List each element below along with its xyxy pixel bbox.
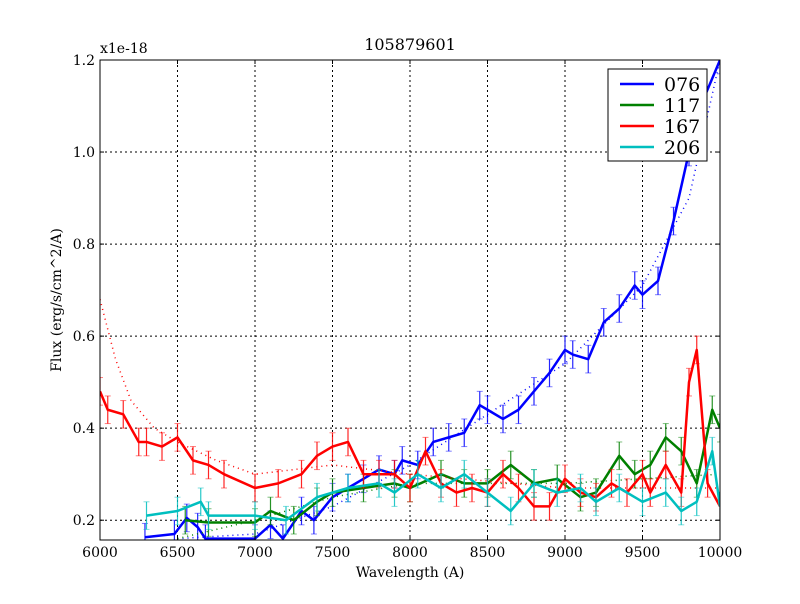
series-line-076 (144, 60, 720, 540)
fit-line-117 (177, 473, 720, 540)
x-tick-label: 8000 (392, 545, 428, 561)
x-tick-label: 8500 (470, 545, 506, 561)
series-167 (100, 299, 720, 521)
x-tick-label: 6500 (160, 545, 196, 561)
x-tick-label: 7000 (237, 545, 273, 561)
x-tick-label: 6000 (82, 545, 118, 561)
x-tick-label: 7500 (315, 545, 351, 561)
y-tick-label: 1.2 (73, 53, 95, 69)
legend-label-206: 206 (664, 137, 700, 159)
legend-label-117: 117 (664, 95, 700, 117)
series-line-206 (146, 449, 720, 522)
x-tick-label: 9000 (547, 545, 583, 561)
ticks: 6000 6500 7000 7500 8000 8500 9000 9500 10000 0.2… (73, 53, 743, 561)
series-206 (143, 436, 720, 535)
x-axis-label: Wavelength (A) (356, 565, 465, 581)
y-tick-label: 0.8 (73, 237, 95, 253)
series-line-117 (185, 408, 720, 524)
offset-text: x1e-18 (100, 41, 148, 57)
x-tick-label: 9500 (625, 545, 661, 561)
y-axis-label: Flux (erg/s/cm^2/A) (49, 228, 65, 372)
x-tick-label: 10000 (698, 545, 743, 561)
plot-area (100, 60, 720, 540)
y-tick-label: 0.4 (73, 421, 95, 437)
chart-title: 105879601 (364, 35, 456, 54)
legend-label-167: 167 (664, 116, 700, 138)
y-tick-label: 0.2 (73, 513, 95, 529)
series-line-167 (100, 348, 720, 508)
legend-label-076: 076 (664, 74, 700, 96)
y-tick-label: 0.6 (73, 329, 95, 345)
y-tick-label: 1.0 (73, 145, 95, 161)
